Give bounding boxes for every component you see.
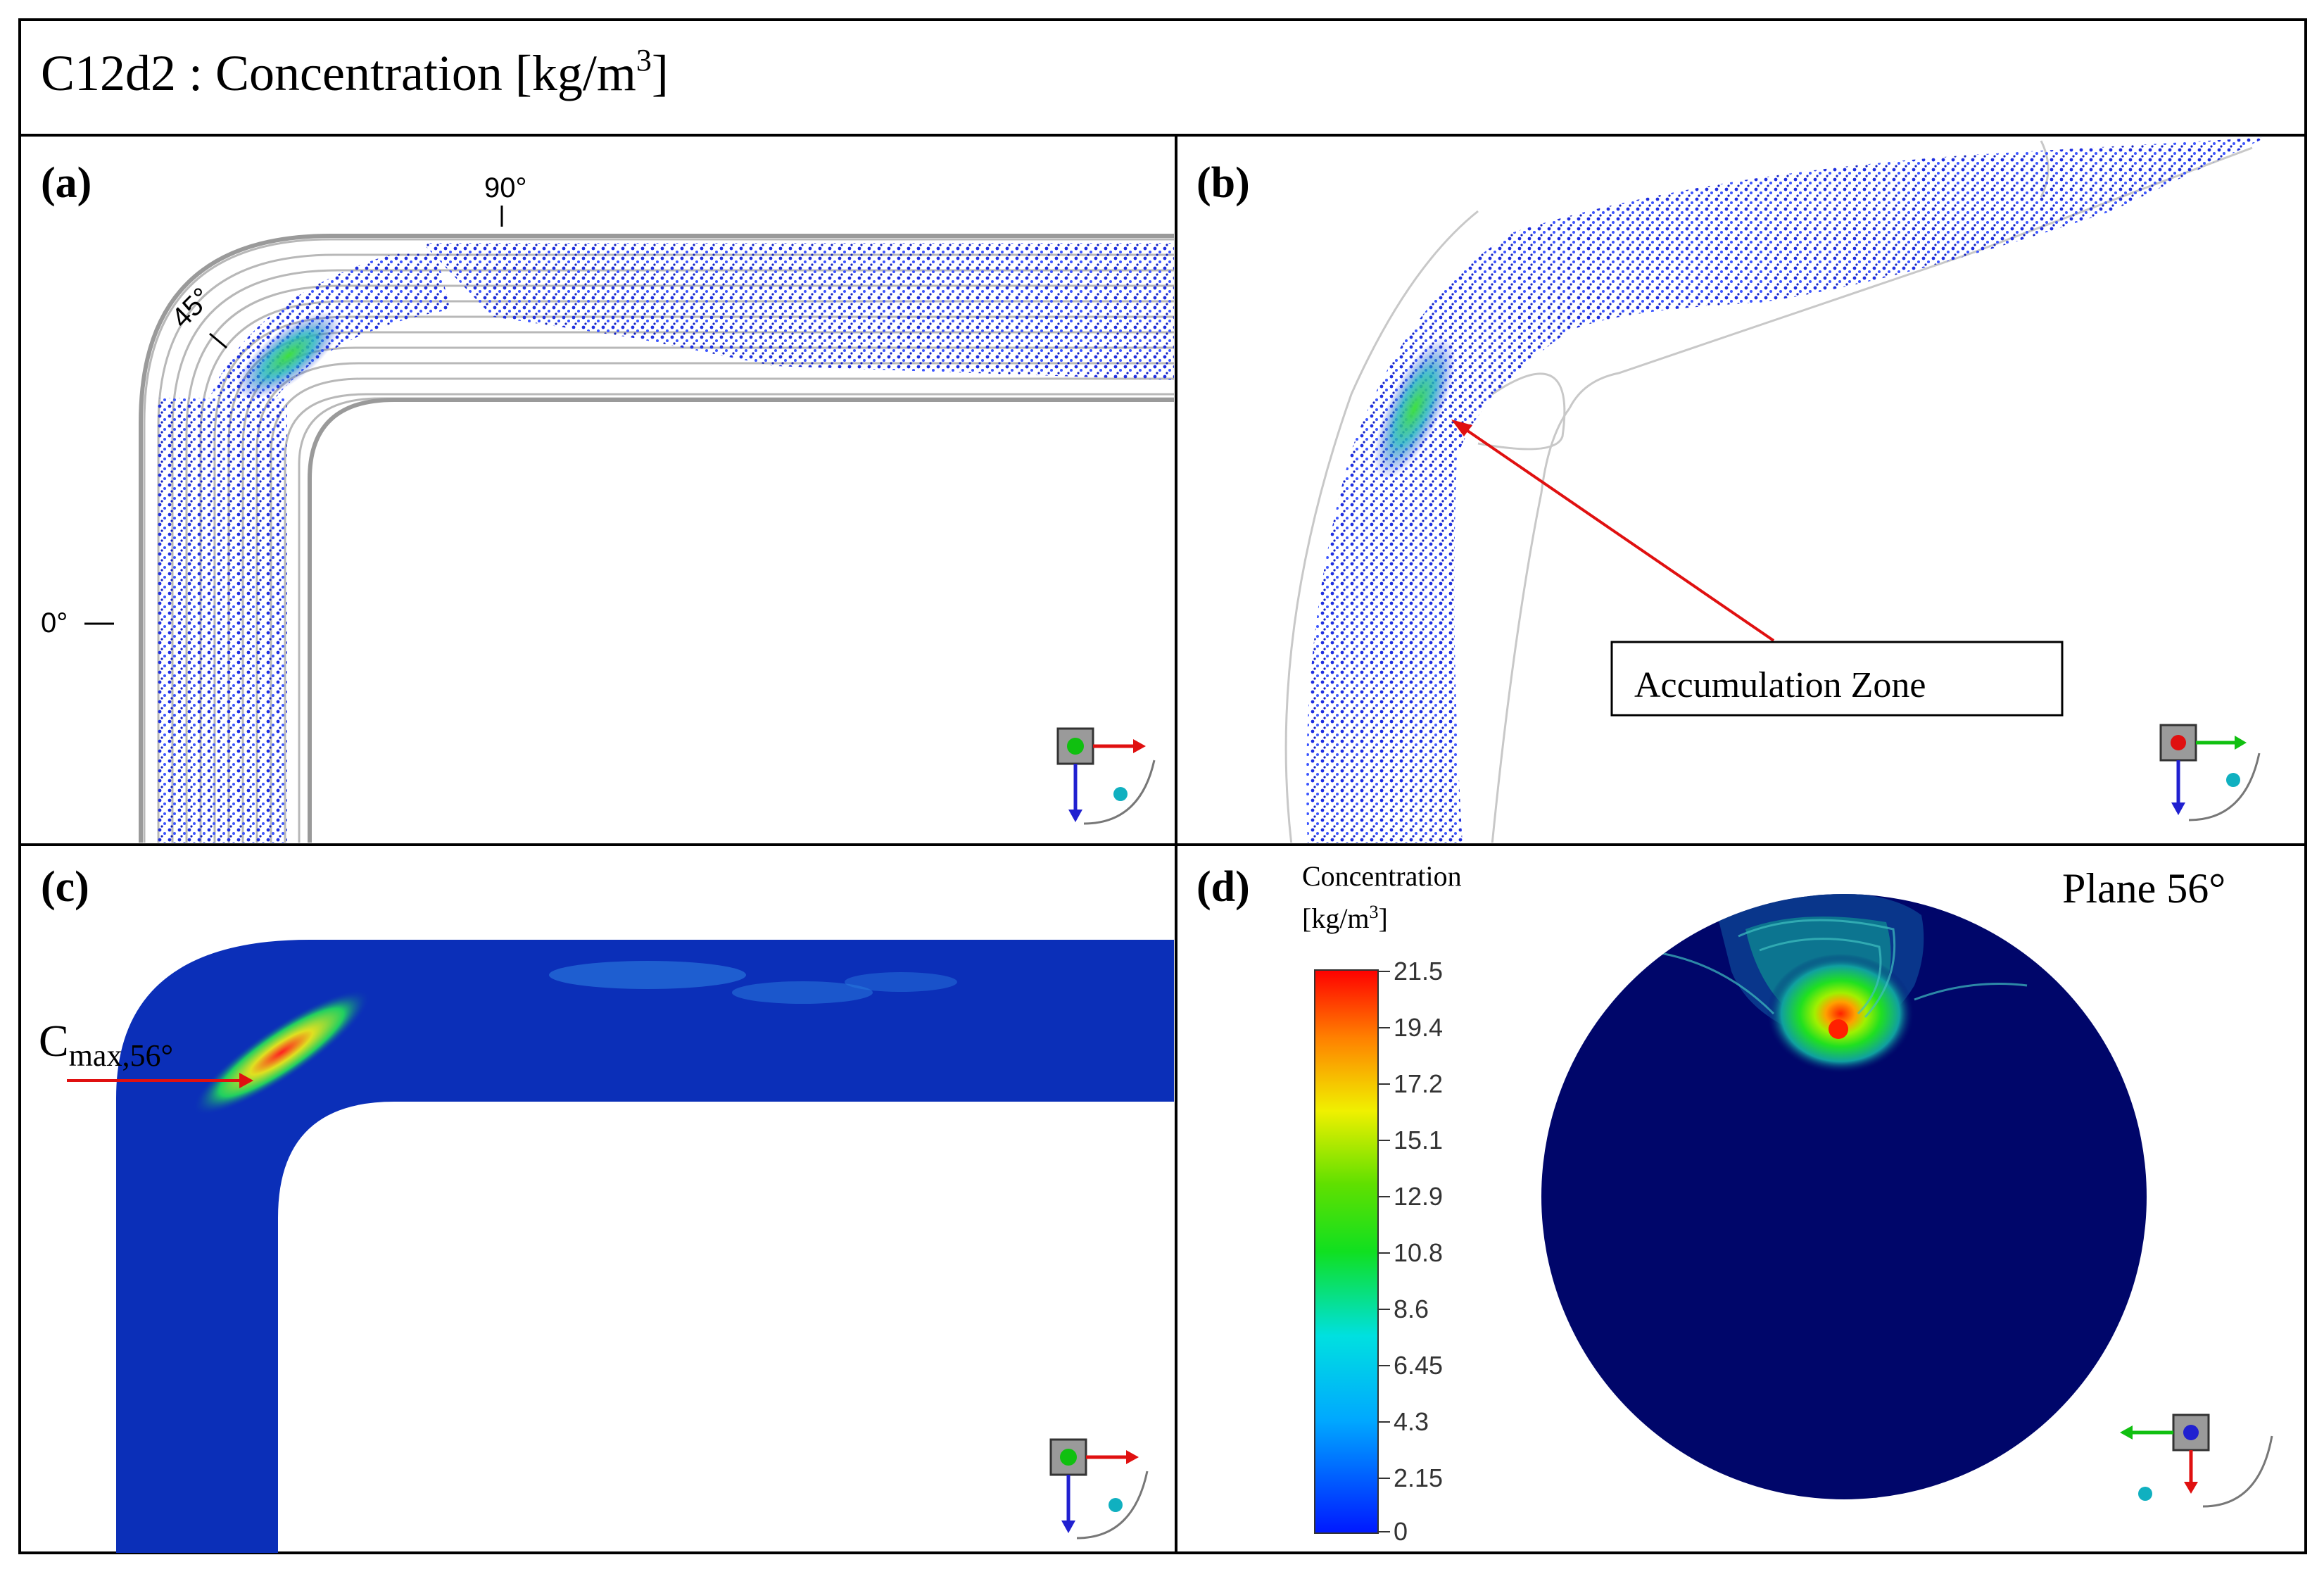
cross-section-contours [1639, 894, 2028, 1074]
annotation-arrowhead [1451, 420, 1472, 436]
particles-flow-b [1306, 137, 2266, 843]
panel-a-label: (a) [41, 159, 91, 207]
legend-title: Concentration [1302, 860, 1462, 892]
accumulation-glow-a [236, 311, 341, 400]
panel-c [116, 940, 1174, 1553]
panel-d-label: (d) [1196, 863, 1250, 911]
accumulation-glow-b [1374, 337, 1455, 479]
panel-d: (d) Concentration [kg/m3] Plane 56° 21.5… [1196, 860, 2273, 1546]
axis-triad-icon [2159, 724, 2261, 821]
legend-tick: 12.9 [1394, 1182, 1443, 1211]
axis-triad-icon [1049, 1438, 1149, 1540]
cmax-hotspot [193, 989, 370, 1116]
legend-tick: 6.45 [1394, 1351, 1443, 1380]
pipe-geometry-lines [1284, 140, 2253, 843]
panel-c-label: (c) [41, 863, 89, 911]
angle-0-label: 0° [41, 607, 68, 638]
angle-45-tick [209, 332, 227, 349]
outer-frame [18, 18, 2307, 1554]
legend-tick: 17.2 [1394, 1069, 1443, 1098]
panel-a [139, 234, 1174, 843]
annotation-box [1610, 641, 2064, 717]
legend-tick: 19.4 [1394, 1013, 1443, 1042]
legend-tick: 21.5 [1394, 957, 1443, 986]
pipe-contour-field [116, 940, 1174, 1553]
legend-tick: 10.8 [1394, 1238, 1443, 1267]
legend-tick: 8.6 [1394, 1295, 1429, 1323]
particles-vertical [156, 398, 287, 843]
panel-b [1284, 137, 2266, 843]
cross-section-disc [1541, 894, 2147, 1499]
cmax-label: Cmax,56° [39, 1016, 173, 1073]
legend-tick: 15.1 [1394, 1126, 1443, 1154]
legend-tick: 2.15 [1394, 1463, 1443, 1492]
axis-triad-icon [2120, 1414, 2273, 1508]
plane-label: Plane 56° [2062, 865, 2225, 912]
figure-title: C12d2 : Concentration [kg/m3] [41, 43, 669, 101]
pipe-inner-wall [308, 398, 1174, 843]
contour-streak [845, 972, 957, 992]
panel-b-label: (b) [1196, 159, 1250, 207]
legend-tick: 0 [1394, 1517, 1408, 1546]
particles-horizontal [422, 243, 1174, 380]
contour-streak [549, 961, 746, 989]
contour-streak [732, 981, 873, 1004]
axis-triad-icon [1056, 727, 1156, 825]
angle-90-label: 90° [484, 172, 527, 203]
cmax-arrowhead [239, 1073, 253, 1088]
legend-colorbar [1314, 969, 1379, 1534]
legend-unit: [kg/m3] [1302, 902, 1388, 934]
legend-tick: 4.3 [1394, 1407, 1429, 1436]
pipe-outer-wall [139, 234, 1174, 843]
annotation-text: Accumulation Zone [1634, 665, 1926, 705]
annotation-arrow [1459, 424, 1775, 642]
